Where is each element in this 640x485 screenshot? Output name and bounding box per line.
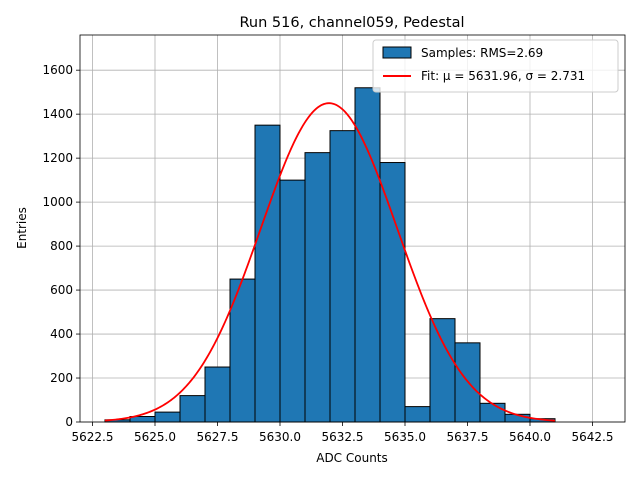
histogram-bar (354, 87, 381, 423)
y-axis-label: Entries (15, 207, 29, 249)
x-tick-label: 5622.5 (72, 430, 114, 444)
histogram-bar (204, 366, 231, 423)
histogram-bar (179, 395, 206, 423)
y-tick-label: 0 (65, 415, 73, 429)
chart-title: Run 516, channel059, Pedestal (239, 15, 464, 31)
legend-histogram-label: Samples: RMS=2.69 (421, 46, 543, 60)
bars-layer (104, 87, 556, 423)
y-axis-ticks: 0 200 400 600 800 1000 1200 1400 1600 (42, 63, 80, 429)
x-tick-label: 5637.5 (447, 430, 489, 444)
gaussian-fit-curve (104, 102, 556, 422)
y-tick-label: 1000 (42, 195, 73, 209)
legend-box (372, 39, 619, 93)
x-tick-label: 5627.5 (197, 430, 239, 444)
histogram-bar (154, 411, 181, 423)
x-tick-label: 5635.0 (384, 430, 426, 444)
histogram-bar (429, 318, 456, 423)
plot-frame (79, 34, 626, 423)
histogram-bar (279, 179, 306, 423)
x-axis-ticks: 5622.5 5625.0 5627.5 5630.0 5632.5 5635.0 5637… (72, 422, 614, 444)
histogram-bar (329, 130, 356, 423)
x-tick-label: 5625.0 (134, 430, 176, 444)
histogram-bar (229, 278, 256, 423)
y-tick-label: 1200 (42, 151, 73, 165)
y-tick-label: 600 (50, 283, 73, 297)
x-tick-label: 5642.5 (572, 430, 614, 444)
x-axis-label: ADC Counts (316, 451, 388, 465)
y-tick-label: 1400 (42, 107, 73, 121)
histogram-bar (304, 152, 331, 423)
x-tick-label: 5630.0 (259, 430, 301, 444)
histogram-bar (479, 402, 506, 423)
y-tick-label: 200 (50, 371, 73, 385)
x-tick-label: 5640.0 (509, 430, 551, 444)
legend-histogram-swatch (382, 46, 412, 59)
histogram-bar (254, 124, 281, 423)
y-tick-label: 800 (50, 239, 73, 253)
x-tick-label: 5632.5 (322, 430, 364, 444)
legend: Samples: RMS=2.69 Fit: μ = 5631.96, σ = … (372, 39, 619, 93)
histogram-bar (379, 162, 406, 423)
y-tick-label: 400 (50, 327, 73, 341)
histogram-bar (404, 406, 431, 423)
fit-layer (104, 102, 556, 422)
legend-fit-label: Fit: μ = 5631.96, σ = 2.731 (421, 69, 585, 83)
y-tick-label: 1600 (42, 63, 73, 77)
